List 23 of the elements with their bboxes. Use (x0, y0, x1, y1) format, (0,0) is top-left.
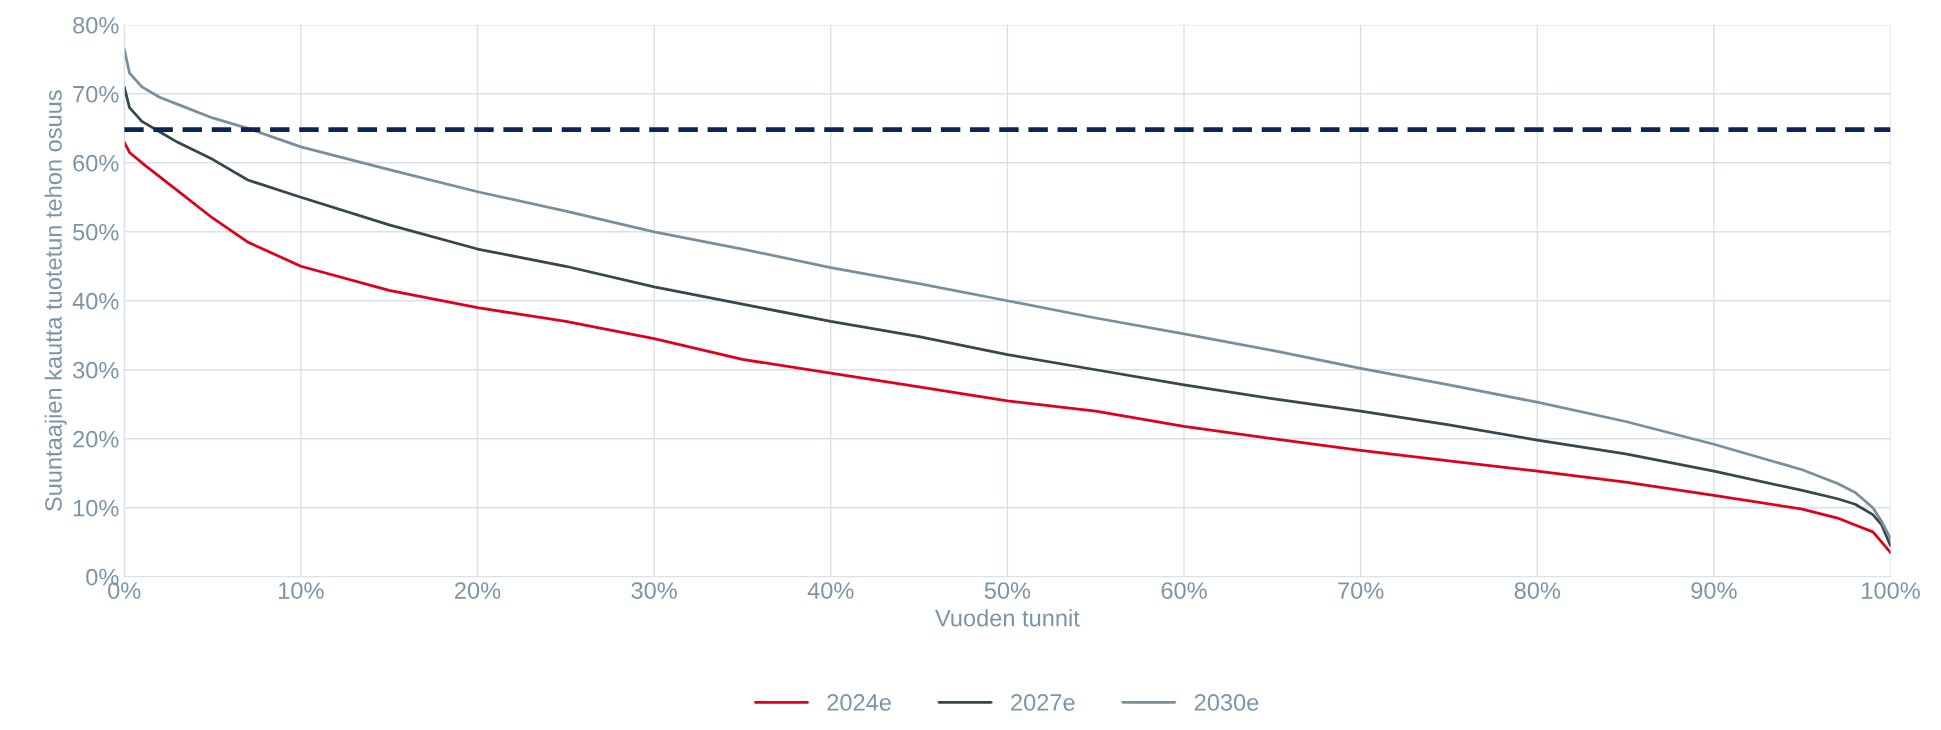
y-tick-label: 50% (73, 223, 119, 241)
x-tick-label: 80% (1514, 582, 1561, 599)
x-tick-label: 20% (455, 582, 501, 599)
x-tick-label: 70% (1338, 582, 1384, 599)
x-tick-label: 100% (1862, 582, 1920, 599)
x-tick-label: 50% (984, 582, 1031, 599)
y-axis-title: Suuntaajien kautta tuotetun tehon osuus (44, 90, 67, 512)
y-tick-label: 60% (73, 154, 119, 172)
x-tick-label: 30% (631, 582, 677, 599)
y-tick-label: 80% (73, 16, 119, 34)
y-tick-label: 70% (73, 85, 119, 103)
x-axis-title: Vuoden tunnit (935, 609, 1080, 627)
y-tick-label: 40% (72, 292, 119, 310)
x-tick-label: 10% (279, 582, 324, 599)
legend-label: 2030e (1194, 694, 1259, 711)
legend-label: 2027e (1011, 694, 1075, 711)
legend-label: 2024e (827, 694, 891, 711)
y-tick-label: 10% (73, 499, 119, 517)
y-tick-label: 20% (73, 430, 119, 448)
x-tick-label: 40% (807, 582, 854, 599)
y-tick-label: 30% (73, 361, 119, 379)
x-tick-label: 90% (1691, 582, 1737, 599)
x-tick-label: 60% (1161, 582, 1207, 599)
